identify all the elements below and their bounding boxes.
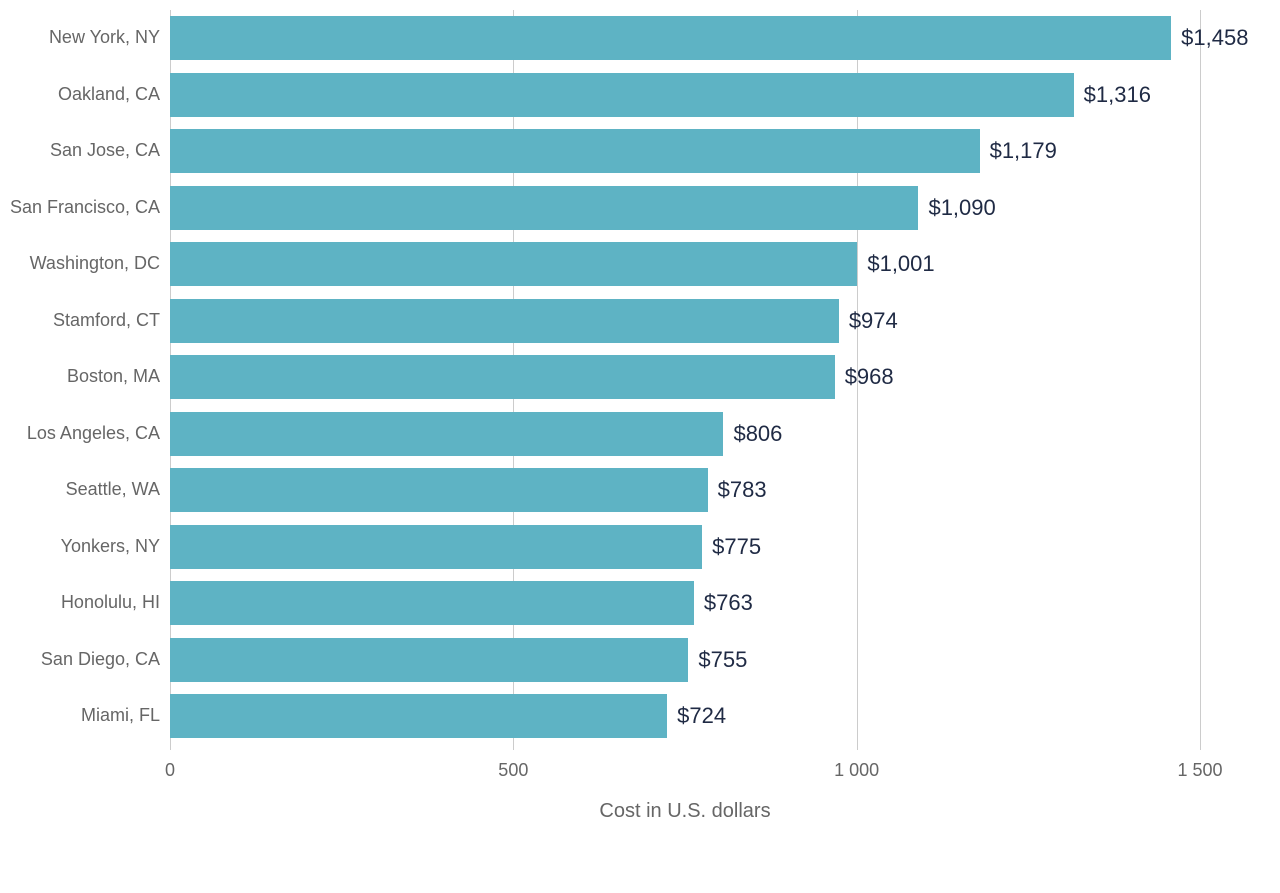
category-label: San Diego, CA bbox=[0, 649, 160, 670]
category-label: Miami, FL bbox=[0, 705, 160, 726]
category-label: Yonkers, NY bbox=[0, 536, 160, 557]
bar-value-label: $806 bbox=[733, 421, 782, 447]
bar-row: $1,316 bbox=[170, 73, 1151, 117]
category-label: Honolulu, HI bbox=[0, 592, 160, 613]
x-tick-label: 1 500 bbox=[1177, 760, 1222, 781]
bar bbox=[170, 638, 688, 682]
chart-container: $1,458 $1,316 $1,179 $1,090 $1,001 $974 $968 $8… bbox=[0, 0, 1280, 893]
bar bbox=[170, 73, 1074, 117]
bar bbox=[170, 242, 857, 286]
category-label: Washington, DC bbox=[0, 253, 160, 274]
bar-row: $724 bbox=[170, 694, 726, 738]
bar-value-label: $724 bbox=[677, 703, 726, 729]
category-label: San Jose, CA bbox=[0, 140, 160, 161]
bar-value-label: $783 bbox=[718, 477, 767, 503]
bar-row: $974 bbox=[170, 299, 898, 343]
bar-value-label: $974 bbox=[849, 308, 898, 334]
x-tick-label: 0 bbox=[165, 760, 175, 781]
bar-row: $968 bbox=[170, 355, 894, 399]
grid-line bbox=[1200, 10, 1201, 750]
bar-value-label: $763 bbox=[704, 590, 753, 616]
category-label: Los Angeles, CA bbox=[0, 423, 160, 444]
bar-value-label: $1,316 bbox=[1084, 82, 1151, 108]
bar bbox=[170, 355, 835, 399]
bar bbox=[170, 412, 723, 456]
bar bbox=[170, 468, 708, 512]
bar-value-label: $1,090 bbox=[928, 195, 995, 221]
bar-row: $1,001 bbox=[170, 242, 935, 286]
bar bbox=[170, 525, 702, 569]
plot-area: $1,458$1,316$1,179$1,090$1,001$974$968$8… bbox=[170, 10, 1200, 750]
bar bbox=[170, 186, 918, 230]
bar-row: $1,458 bbox=[170, 16, 1248, 60]
bar-value-label: $755 bbox=[698, 647, 747, 673]
bar-value-label: $1,458 bbox=[1181, 25, 1248, 51]
x-tick-label: 1 000 bbox=[834, 760, 879, 781]
bar bbox=[170, 581, 694, 625]
category-label: San Francisco, CA bbox=[0, 197, 160, 218]
x-tick-label: 500 bbox=[498, 760, 528, 781]
bar-row: $783 bbox=[170, 468, 767, 512]
category-label: Oakland, CA bbox=[0, 84, 160, 105]
bar-value-label: $1,001 bbox=[867, 251, 934, 277]
bar-row: $1,179 bbox=[170, 129, 1057, 173]
x-axis-title: Cost in U.S. dollars bbox=[599, 800, 770, 823]
bar-row: $1,090 bbox=[170, 186, 996, 230]
bar bbox=[170, 299, 839, 343]
bar-row: $806 bbox=[170, 412, 782, 456]
category-label: Seattle, WA bbox=[0, 479, 160, 500]
category-label: Stamford, CT bbox=[0, 310, 160, 331]
bar-value-label: $1,179 bbox=[990, 138, 1057, 164]
category-label: Boston, MA bbox=[0, 366, 160, 387]
bar bbox=[170, 694, 667, 738]
bar bbox=[170, 16, 1171, 60]
bar-row: $763 bbox=[170, 581, 753, 625]
bar bbox=[170, 129, 980, 173]
bar-value-label: $968 bbox=[845, 364, 894, 390]
category-label: New York, NY bbox=[0, 27, 160, 48]
bar-value-label: $775 bbox=[712, 534, 761, 560]
bar-row: $775 bbox=[170, 525, 761, 569]
bar-row: $755 bbox=[170, 638, 747, 682]
